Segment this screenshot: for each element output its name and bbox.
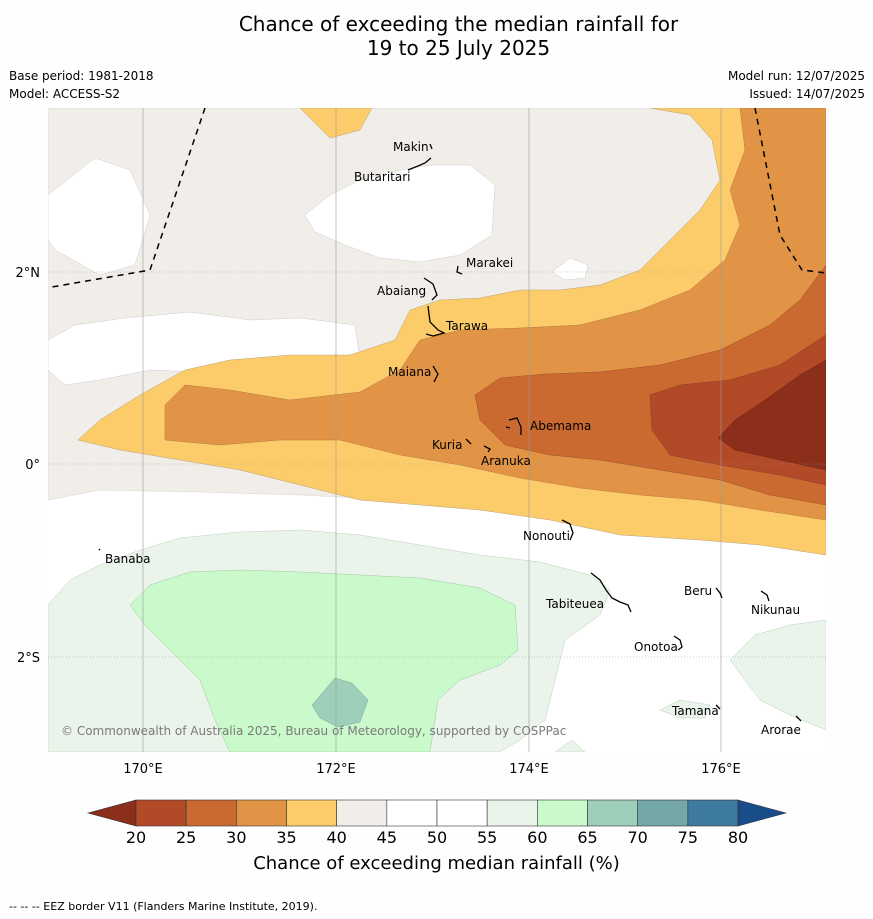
base-period: Base period: 1981-2018 [9, 69, 154, 83]
colorbar-segment [386, 799, 438, 827]
label-onotoa: Onotoa [634, 640, 678, 654]
y-tick-0: 0° [25, 458, 40, 473]
y-tick-2s: 2°S [17, 651, 40, 666]
x-tick-170e: 170°E [123, 762, 163, 777]
colorbar-segment [336, 799, 388, 827]
model-run: Model run: 12/07/2025 [727, 69, 865, 83]
y-tick-labels: 2°N 0° 2°S [16, 266, 41, 666]
region-60-65 [129, 569, 519, 752]
island-nonouti [561, 519, 574, 541]
colorbar-segment [687, 799, 739, 827]
island-marakei [456, 265, 463, 275]
colorbar-segment [587, 799, 638, 827]
island-makin [429, 143, 433, 150]
island-arorae [795, 715, 802, 722]
region-45-50-makin [304, 164, 496, 263]
colorbar-segment [537, 799, 588, 827]
colorbar-segment [436, 799, 488, 827]
label-banaba: Banaba [105, 552, 151, 566]
label-nonouti: Nonouti [523, 529, 570, 543]
label-arorae: Arorae [761, 723, 801, 737]
label-makin: Makin [393, 140, 429, 154]
label-maiana: Maiana [388, 365, 431, 379]
island-beru [715, 587, 723, 599]
x-tick-labels: 170°E 172°E 174°E 176°E [123, 762, 741, 777]
colorbar-tick-label: 80 [727, 828, 749, 847]
island-nikunau [760, 590, 770, 602]
island-onotoa [673, 635, 683, 651]
title-line-1: Chance of exceeding the median rainfall … [238, 12, 679, 36]
colorbar-label: Chance of exceeding median rainfall (%) [253, 853, 620, 874]
place-labels: Makin Butaritari Marakei Abaiang Tarawa … [105, 140, 801, 737]
y-tick-2n: 2°N [16, 266, 41, 281]
eez-border [51, 108, 826, 288]
colorbar [86, 799, 788, 827]
colorbar-segment [637, 799, 689, 827]
eez-footnote: -- -- -- EEZ border V11 (Flanders Marine… [9, 900, 318, 913]
island-outlines [98, 143, 802, 722]
contour-layer: Makin Butaritari Marakei Abaiang Tarawa … [48, 108, 826, 752]
eez-border-west [51, 108, 206, 288]
colorbar-tick-label: 70 [627, 828, 648, 847]
island-banaba [98, 548, 101, 551]
island-kuria [465, 438, 472, 445]
x-tick-176e: 176°E [701, 762, 741, 777]
colorbar-tick-label: 20 [125, 828, 147, 847]
label-aranuka: Aranuka [481, 454, 531, 468]
x-tick-172e: 172°E [316, 762, 356, 777]
x-tick-174e: 174°E [509, 762, 549, 777]
colorbar-tick-label: 75 [677, 828, 698, 847]
run-info: Model run: 12/07/2025 Issued: 14/07/2025 [728, 67, 865, 103]
model-name: Model: ACCESS-S2 [9, 87, 121, 101]
copyright-credit: © Commonwealth of Australia 2025, Bureau… [61, 724, 567, 738]
issued-date: Issued: 14/07/2025 [749, 87, 865, 101]
label-tamana: Tamana [671, 704, 719, 718]
label-tarawa: Tarawa [445, 319, 488, 333]
colorbar-tick-label: 30 [226, 828, 247, 847]
colorbar-segment [286, 799, 337, 827]
colorbar-over-arrow [737, 799, 788, 827]
island-tabiteuea [590, 572, 632, 613]
colorbar-tick-label: 55 [476, 828, 498, 847]
region-45-50-small [551, 257, 589, 281]
colorbar-segment [236, 799, 287, 827]
colorbar-tick-label: 45 [376, 828, 397, 847]
colorbar-tick-label: 40 [326, 828, 347, 847]
colorbar-tick-label: 50 [426, 828, 448, 847]
label-marakei: Marakei [466, 256, 513, 270]
island-butaritari [407, 157, 432, 171]
label-kuria: Kuria [432, 438, 463, 452]
island-maiana [432, 365, 439, 383]
colorbar-tick-label: 65 [577, 828, 598, 847]
base-info: Base period: 1981-2018 Model: ACCESS-S2 [9, 67, 154, 103]
region-65-70 [311, 677, 369, 728]
label-abemama: Abemama [530, 419, 591, 433]
island-aranuka [483, 445, 491, 453]
label-abaiang: Abaiang [377, 284, 426, 298]
colorbar-segment [135, 799, 187, 827]
grid-lines [48, 108, 826, 752]
island-abemama [505, 417, 522, 435]
colorbar-segment [486, 799, 538, 827]
title-line-2: 19 to 25 July 2025 [366, 36, 551, 60]
label-tabiteuea: Tabiteuea [545, 597, 604, 611]
colorbar-tick-label: 60 [527, 828, 548, 847]
label-butaritari: Butaritari [354, 170, 411, 184]
colorbar-segment [185, 799, 237, 827]
map-title: Chance of exceeding the median rainfall … [0, 12, 873, 60]
label-beru: Beru [684, 584, 712, 598]
region-45-50-north [48, 157, 151, 276]
island-tarawa [425, 305, 446, 337]
colorbar-tick-label: 25 [175, 828, 197, 847]
island-abaiang [423, 277, 438, 301]
region-below-20 [717, 359, 826, 471]
colorbar-tick-label: 35 [276, 828, 297, 847]
island-tamana [715, 704, 721, 710]
label-nikunau: Nikunau [751, 603, 800, 617]
colorbar-under-arrow [86, 799, 137, 827]
